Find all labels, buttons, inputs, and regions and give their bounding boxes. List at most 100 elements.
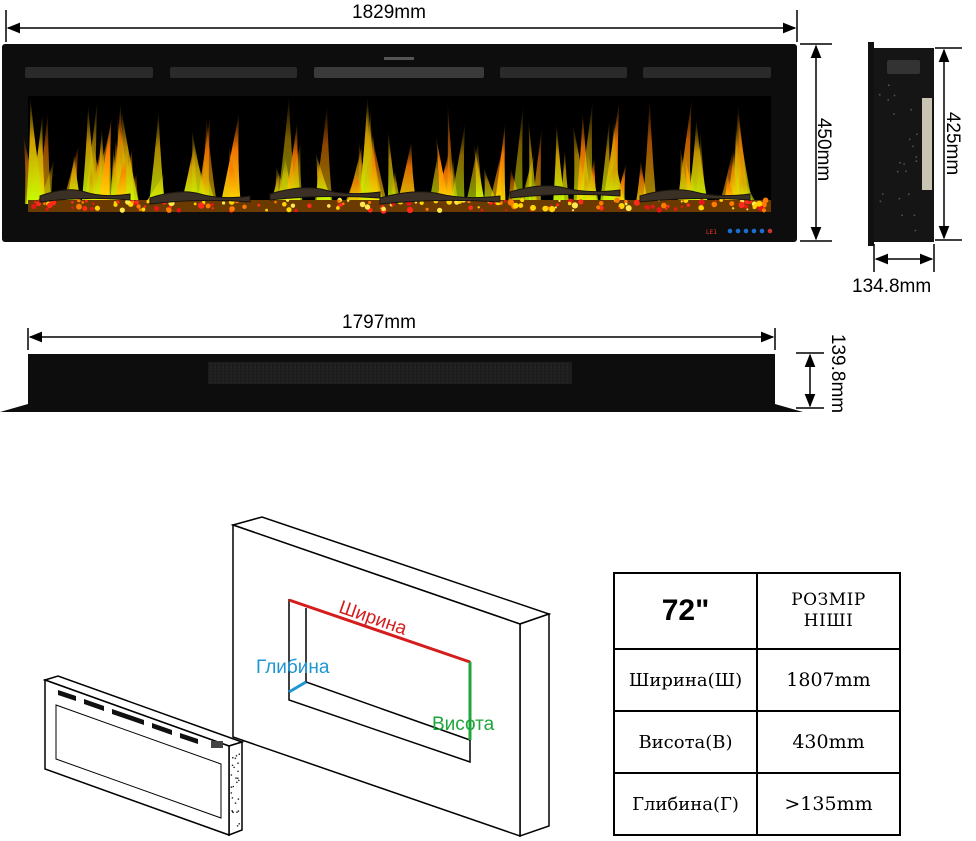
row-value: >135mm (756, 772, 901, 836)
sketch-dot (238, 823, 240, 825)
flame (26, 95, 44, 204)
screw-hole (913, 214, 916, 217)
ember (406, 206, 414, 214)
ember (71, 200, 74, 204)
flame (148, 110, 165, 204)
brand-logo (384, 57, 414, 60)
screw-hole (879, 200, 882, 203)
flame (228, 145, 242, 204)
header-line-2: НІШІ (803, 611, 854, 631)
ember (282, 202, 287, 207)
niche-size-table: 72" РОЗМІР НІШІ Ширина(Ш) 1807mm Висота(… (613, 572, 901, 836)
dimension-side-height (935, 47, 962, 241)
flame (450, 122, 466, 204)
ember (571, 202, 579, 209)
ember (125, 199, 131, 205)
screw-hole (914, 229, 917, 232)
log (269, 187, 381, 201)
flame (397, 140, 417, 204)
ember (633, 199, 641, 206)
sketch-dot (234, 757, 237, 760)
ember (257, 203, 261, 207)
ember (437, 207, 443, 213)
ember (480, 208, 484, 212)
ember (82, 206, 88, 211)
dimension-overall-width (5, 10, 798, 42)
vent-slot (643, 67, 771, 78)
header-line-1: РОЗМІР (791, 589, 866, 610)
control-display: LE1 (706, 229, 717, 236)
vent-slot (500, 67, 627, 78)
screw-hole (908, 138, 911, 141)
dimension-height (800, 43, 832, 242)
ember (618, 203, 625, 209)
control-button (751, 228, 757, 234)
screw-hole (893, 94, 896, 97)
ember (45, 207, 49, 211)
sketch-dot (230, 774, 233, 776)
ember (756, 200, 763, 207)
sketch-dot (237, 762, 239, 764)
ember (138, 208, 142, 211)
sketch-dot (235, 777, 237, 779)
ember (337, 199, 341, 203)
table-row: Ширина(Ш) 1807mm (613, 648, 901, 712)
ember (286, 198, 290, 202)
size-cell: 72" (613, 572, 758, 650)
fireplace-side-view (868, 42, 934, 246)
row-value: 1807mm (756, 648, 901, 712)
sketch-dot (232, 811, 234, 814)
niche-height-label: Висота (432, 714, 495, 735)
sketch-dot (232, 785, 235, 788)
niche-depth-line (288, 680, 307, 694)
flame (572, 122, 590, 204)
ember (336, 206, 340, 210)
ember (210, 202, 214, 207)
side-port (887, 60, 920, 74)
ember (596, 205, 601, 210)
sketch-dot (237, 810, 240, 812)
ember (34, 201, 37, 204)
screw-hole (898, 197, 901, 200)
flame (642, 97, 657, 204)
ember (222, 201, 226, 205)
flame (190, 128, 207, 204)
dimension-top-depth-label: 139.8mm (827, 333, 849, 414)
flame (429, 147, 440, 204)
ember (166, 207, 172, 213)
log (149, 191, 251, 205)
screw-hole (881, 193, 884, 195)
ember (468, 205, 474, 211)
ember (661, 202, 667, 209)
sketch-side-port (211, 741, 223, 748)
row-label: Висота(В) (613, 710, 758, 774)
ember (274, 200, 277, 204)
ember (714, 199, 717, 202)
fireplace-sketch (42, 675, 245, 837)
ember (744, 199, 750, 204)
sketch-dot (236, 781, 238, 784)
ember (364, 204, 371, 210)
flame (434, 150, 455, 204)
ember (242, 204, 247, 209)
flame (719, 149, 740, 204)
ember (624, 202, 628, 206)
ember (503, 199, 507, 203)
flame (204, 160, 216, 204)
vent-slot (25, 67, 153, 78)
ember (571, 209, 575, 212)
ember (614, 197, 620, 203)
sketch-dot (233, 766, 235, 769)
ember (477, 206, 480, 209)
dimension-top-depth (796, 352, 824, 409)
ember (197, 202, 205, 209)
ember (368, 201, 372, 204)
ember (94, 205, 100, 211)
row-value: 430mm (756, 710, 901, 774)
flame (528, 117, 538, 204)
flame (387, 129, 398, 204)
ember (698, 199, 705, 206)
ember (645, 205, 650, 211)
ember (625, 205, 632, 212)
sketch-dot (237, 777, 239, 779)
